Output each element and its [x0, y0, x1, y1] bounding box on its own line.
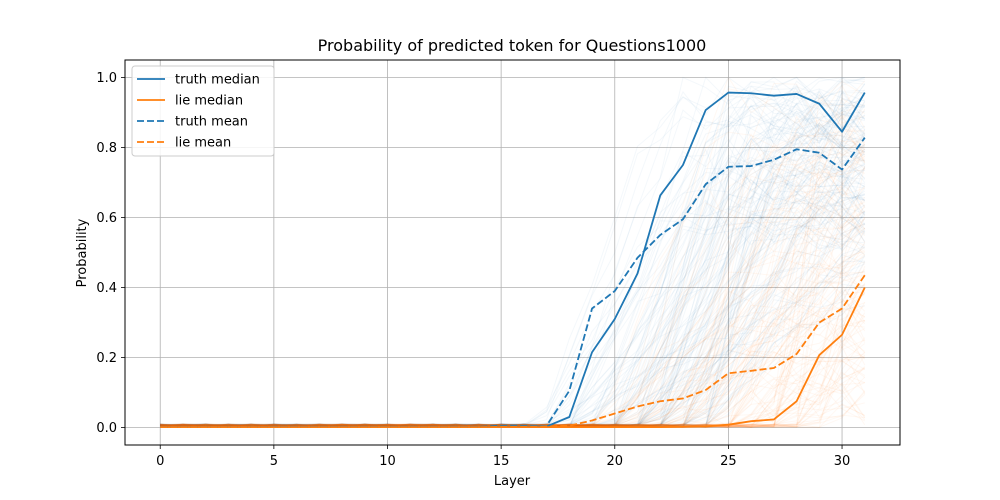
legend-label: lie mean — [175, 136, 231, 151]
sample-trace — [160, 151, 865, 429]
y-axis-label: Probability — [75, 218, 90, 287]
series-lines — [160, 91, 866, 429]
sample-trace — [160, 110, 866, 429]
sample-trace — [160, 378, 866, 428]
legend-label: truth median — [175, 73, 260, 88]
sample-trace — [160, 261, 865, 428]
series-line-lie-mean — [160, 274, 866, 429]
sample-trace — [160, 164, 865, 428]
sample-trace — [160, 125, 866, 428]
sample-trace — [160, 218, 866, 428]
sample-trace — [160, 133, 866, 428]
x-tick-label: 20 — [606, 454, 623, 469]
sample-trace — [160, 184, 866, 428]
x-tick-label: 5 — [270, 454, 278, 469]
series-line-truth-mean — [160, 137, 866, 429]
x-tick-label: 30 — [834, 454, 851, 469]
chart-title: Probability of predicted token for Quest… — [318, 36, 707, 55]
sample-trace — [160, 168, 865, 429]
x-tick-label: 25 — [720, 454, 737, 469]
legend-label: truth mean — [175, 115, 248, 130]
legend-label: lie median — [175, 94, 243, 109]
x-axis-ticks: 0 5 10 15 20 25 30 — [156, 445, 850, 469]
sample-trace — [160, 102, 865, 428]
y-tick-label: 0.0 — [96, 421, 117, 436]
sample-trace — [160, 300, 866, 428]
sample-trace — [160, 179, 866, 429]
y-tick-label: 0.8 — [96, 141, 117, 156]
legend-box — [131, 65, 275, 157]
sample-trace — [160, 114, 866, 428]
sample-trace — [160, 98, 865, 428]
y-axis-ticks: 0.0 0.2 0.4 0.6 0.8 1.0 — [96, 71, 125, 436]
sample-trace — [160, 133, 866, 429]
plot-area: 0 5 10 15 20 25 30 0.0 0.2 0.4 0.6 0.8 1.0 — [96, 59, 901, 469]
x-tick-label: 0 — [156, 454, 164, 469]
y-tick-label: 0.6 — [96, 211, 117, 226]
y-tick-label: 0.2 — [96, 351, 117, 366]
y-tick-label: 0.4 — [96, 281, 117, 296]
sample-trace — [160, 100, 866, 428]
sample-trace — [160, 104, 865, 428]
y-tick-label: 1.0 — [96, 71, 117, 86]
legend: truth median lie median truth mean lie mean — [131, 65, 275, 157]
x-tick-label: 15 — [493, 454, 510, 469]
x-tick-label: 10 — [379, 454, 396, 469]
sample-trace — [160, 92, 866, 428]
sample-trace — [160, 76, 866, 428]
x-axis-label: Layer — [494, 474, 531, 489]
plot-frame — [124, 59, 901, 446]
